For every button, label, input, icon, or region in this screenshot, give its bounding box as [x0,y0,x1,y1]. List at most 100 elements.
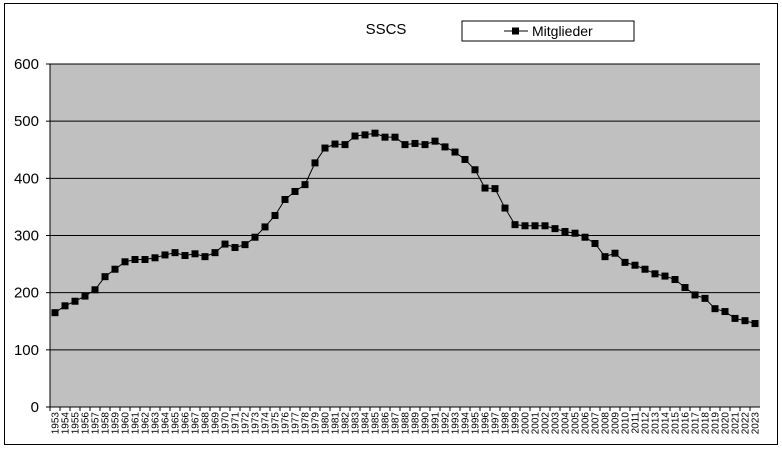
data-point-1956 [81,292,89,300]
data-point-1995 [471,166,479,174]
data-point-1963 [151,254,159,262]
data-point-1988 [401,141,409,149]
data-point-1999 [511,221,519,229]
data-point-2002 [541,222,549,230]
data-point-2006 [581,233,589,241]
data-point-2020 [721,308,729,316]
x-tick-label-2002: 2002 [541,412,552,435]
data-point-1985 [371,129,379,137]
x-tick-label-1996: 1996 [481,412,492,435]
data-point-2015 [671,276,679,284]
y-tick-label-200: 200 [14,285,39,302]
x-tick-label-1958: 1958 [101,412,112,435]
x-tick-label-1987: 1987 [391,412,402,435]
data-point-1955 [71,297,79,305]
x-tick-label-2006: 2006 [581,412,592,435]
data-point-1966 [181,252,189,260]
data-point-1960 [121,258,129,266]
x-tick-label-1998: 1998 [501,412,512,435]
data-point-1973 [251,233,259,241]
data-point-2014 [661,272,669,280]
data-point-2001 [531,222,539,230]
x-tick-label-1984: 1984 [361,412,372,435]
data-point-2011 [631,261,639,269]
y-tick-label-400: 400 [14,170,39,187]
gridlines [50,63,760,351]
data-point-1954 [61,302,69,310]
data-point-2023 [751,320,759,328]
x-axis-ticks: 1953 1954 1955 1956 1957 1958 1959 1960 1961 1962… [49,407,762,435]
y-tick-label-0: 0 [31,399,39,416]
x-tick-label-1978: 1978 [301,412,312,435]
x-tick-label-1965: 1965 [171,412,182,435]
x-tick-label-1963: 1963 [151,412,162,435]
x-tick-label-2018: 2018 [701,412,712,435]
x-tick-label-2019: 2019 [711,412,722,435]
y-tick-label-500: 500 [14,113,39,130]
x-tick-label-2023: 2023 [751,412,762,435]
data-point-1970 [221,240,229,248]
x-tick-label-2000: 2000 [521,412,532,435]
data-point-2005 [571,229,579,237]
x-tick-label-1983: 1983 [351,412,362,435]
data-point-2013 [651,270,659,278]
data-point-1979 [311,159,319,167]
data-point-1980 [321,144,329,152]
x-tick-label-2009: 2009 [611,412,622,435]
data-point-1967 [191,250,199,258]
x-tick-label-2021: 2021 [731,412,742,435]
x-tick-label-1956: 1956 [81,412,92,435]
x-tick-label-2017: 2017 [691,412,702,435]
data-point-1958 [101,273,109,281]
x-tick-label-2001: 2001 [531,412,542,435]
data-point-1978 [301,181,309,189]
data-point-1991 [431,137,439,145]
x-tick-label-1969: 1969 [211,412,222,435]
x-tick-label-1959: 1959 [111,412,122,435]
x-tick-label-1985: 1985 [371,412,382,435]
y-tick-label-100: 100 [14,342,39,359]
x-tick-label-1979: 1979 [311,412,322,435]
x-tick-label-1957: 1957 [91,412,102,435]
series-mitglieder [51,129,759,328]
data-point-1984 [361,131,369,139]
x-tick-label-2010: 2010 [621,412,632,435]
x-tick-label-1974: 1974 [261,412,272,435]
x-tick-label-1982: 1982 [341,412,352,435]
x-tick-label-2022: 2022 [741,412,752,435]
x-tick-label-1962: 1962 [141,412,152,435]
x-tick-label-2003: 2003 [551,412,562,435]
x-tick-label-1980: 1980 [321,412,332,435]
data-point-1961 [131,256,139,264]
x-tick-label-1986: 1986 [381,412,392,435]
x-tick-label-1994: 1994 [461,412,472,435]
data-point-1989 [411,139,419,147]
x-tick-label-1953: 1953 [51,412,62,435]
data-point-1996 [481,184,489,192]
data-point-1965 [171,249,179,257]
data-point-2009 [611,249,619,257]
x-tick-label-2013: 2013 [651,412,662,435]
x-tick-label-2004: 2004 [561,412,572,435]
data-point-2017 [691,291,699,299]
data-point-1993 [451,148,459,156]
data-point-1987 [391,133,399,141]
x-tick-label-1990: 1990 [421,412,432,435]
data-point-2012 [641,265,649,273]
x-tick-label-1988: 1988 [401,412,412,435]
x-tick-label-1993: 1993 [451,412,462,435]
data-point-1972 [241,241,249,249]
legend-marker-swatch [512,27,519,35]
data-point-1990 [421,141,429,149]
legend: Mitglieder [461,20,635,42]
data-point-2004 [561,227,569,235]
data-point-1964 [161,251,169,259]
data-point-1962 [141,256,149,264]
data-point-1983 [351,132,359,140]
data-point-1982 [341,141,349,149]
data-point-1975 [271,211,279,219]
data-point-1977 [291,187,299,195]
legend-box [461,20,635,42]
x-tick-label-2005: 2005 [571,412,582,435]
